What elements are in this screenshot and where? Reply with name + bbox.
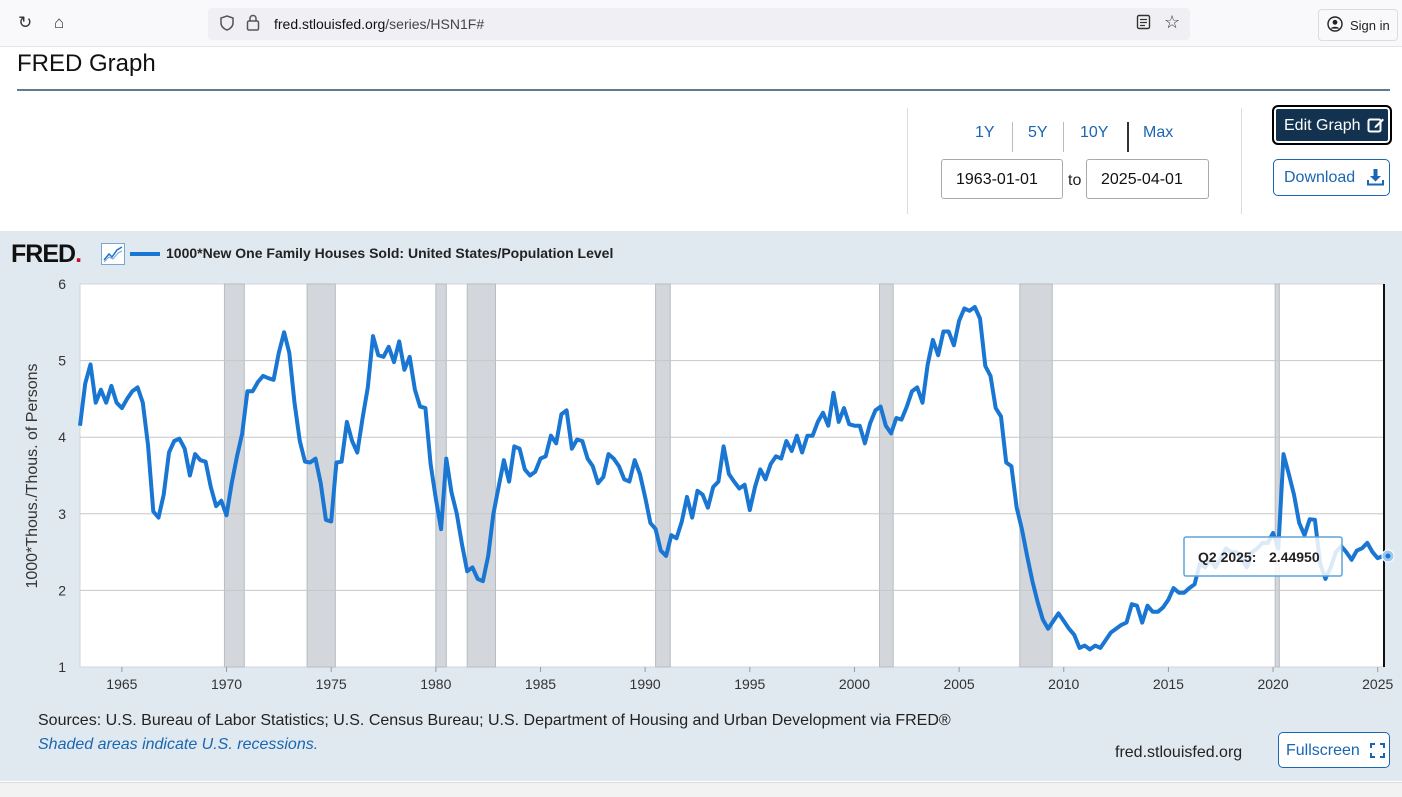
- x-tick-label: 2005: [944, 676, 975, 692]
- recession-band: [466, 283, 496, 668]
- home-icon[interactable]: ⌂: [54, 13, 65, 32]
- reload-icon[interactable]: ↻: [18, 13, 33, 32]
- y-tick-label: 2: [58, 582, 66, 598]
- x-tick-label: 1980: [420, 676, 451, 692]
- trend-chart-icon: [101, 243, 125, 265]
- y-tick-label: 1: [58, 659, 66, 675]
- page-title: FRED Graph: [17, 50, 156, 77]
- x-tick-labels: 1965 1970 1975 1980 1985 1990 1995 2000 2005 2010…: [106, 676, 1393, 692]
- url-text[interactable]: fred.stlouisfed.org/series/HSN1F#: [274, 16, 485, 32]
- fullscreen-icon: [1370, 743, 1385, 763]
- download-button[interactable]: Download: [1273, 159, 1390, 196]
- range-max-button[interactable]: Max: [1143, 124, 1174, 141]
- recession-band: [1019, 283, 1053, 668]
- sign-in-button[interactable]: Sign in: [1318, 9, 1398, 41]
- recession-note[interactable]: Shaded areas indicate U.S. recessions.: [38, 736, 319, 753]
- x-tick-label: 2010: [1048, 676, 1079, 692]
- fred-logo-text: FRED: [11, 240, 76, 268]
- edit-graph-button[interactable]: Edit Graph: [1272, 105, 1392, 145]
- recession-band: [655, 283, 671, 668]
- fred-logo: FRED.: [11, 240, 82, 268]
- tooltip-box: [1183, 536, 1343, 577]
- recession-band: [306, 283, 336, 668]
- line-chart[interactable]: 1 2 3 4 5 6 1965 1970 1975 1980 1985 1990 1995 2000 2…: [0, 260, 1402, 700]
- grid-lines: [80, 360, 1384, 672]
- y-tick-label: 3: [58, 506, 66, 522]
- date-range-controls: 1Y 5Y 10Y Max 1963-01-01 to 2025-04-01: [907, 108, 1242, 214]
- sources-text: Sources: U.S. Bureau of Labor Statistics…: [38, 712, 951, 729]
- hover-marker-dot: [1385, 553, 1391, 559]
- x-tick-label: 1995: [734, 676, 765, 692]
- account-icon: [1327, 16, 1343, 36]
- fullscreen-label: Fullscreen: [1286, 742, 1360, 759]
- x-tick-label: 1990: [630, 676, 661, 692]
- end-date-input[interactable]: 2025-04-01: [1086, 159, 1209, 199]
- x-tick-label: 1975: [316, 676, 347, 692]
- y-axis-label: 1000*Thous./Thous. of Persons: [24, 363, 41, 588]
- recession-band: [1274, 283, 1280, 668]
- legend-series-label: 1000*New One Family Houses Sold: United …: [166, 245, 614, 261]
- lock-icon[interactable]: [246, 14, 260, 34]
- series-line: [78, 305, 1384, 652]
- x-tick-label: 2020: [1257, 676, 1288, 692]
- range-separator: [1063, 122, 1064, 152]
- bookmark-star-icon[interactable]: ☆: [1164, 12, 1181, 32]
- sign-in-label: Sign in: [1350, 18, 1390, 33]
- x-tick-label: 2000: [839, 676, 870, 692]
- y-tick-label: 5: [58, 353, 66, 369]
- x-tick-label: 1985: [525, 676, 556, 692]
- status-bar: [0, 782, 1402, 797]
- reader-view-icon[interactable]: [1136, 14, 1151, 34]
- address-bar[interactable]: fred.stlouisfed.org/series/HSN1F# ☆: [208, 8, 1190, 40]
- x-tick-label: 1965: [106, 676, 137, 692]
- y-tick-labels: 1 2 3 4 5 6: [58, 276, 66, 675]
- range-1y-button[interactable]: 1Y: [975, 124, 995, 141]
- download-icon: [1367, 168, 1384, 191]
- shield-icon[interactable]: [220, 15, 234, 35]
- title-divider: [17, 89, 1390, 91]
- x-tick-label: 2025: [1362, 676, 1393, 692]
- legend-swatch: [130, 252, 160, 256]
- range-buttons: 1Y 5Y 10Y Max: [908, 122, 1241, 152]
- range-separator: [1012, 122, 1013, 152]
- download-label: Download: [1284, 169, 1356, 186]
- range-5y-button[interactable]: 5Y: [1028, 124, 1048, 141]
- browser-toolbar: ↻ ⌂ fred.stlouisfed.org/series/HSN1F# ☆ …: [0, 0, 1402, 47]
- edit-icon: [1367, 116, 1385, 139]
- edit-graph-label: Edit Graph: [1284, 117, 1361, 134]
- range-10y-button[interactable]: 10Y: [1080, 124, 1109, 141]
- site-attribution: fred.stlouisfed.org: [1115, 744, 1243, 761]
- x-tick-label: 2015: [1153, 676, 1184, 692]
- fullscreen-button[interactable]: Fullscreen: [1278, 732, 1390, 768]
- tooltip-value: 2.44950: [1269, 549, 1320, 565]
- start-date-input[interactable]: 1963-01-01: [941, 159, 1063, 199]
- tooltip: Q2 2025: 2.44950: [1183, 536, 1395, 577]
- range-separator: [1127, 122, 1129, 152]
- to-label: to: [1068, 172, 1082, 189]
- y-tick-label: 6: [58, 276, 66, 292]
- recession-band: [879, 283, 894, 668]
- y-tick-label: 4: [58, 429, 66, 445]
- x-tick-label: 1970: [211, 676, 242, 692]
- recession-shading: [223, 283, 1280, 668]
- tooltip-label: Q2 2025:: [1198, 549, 1256, 565]
